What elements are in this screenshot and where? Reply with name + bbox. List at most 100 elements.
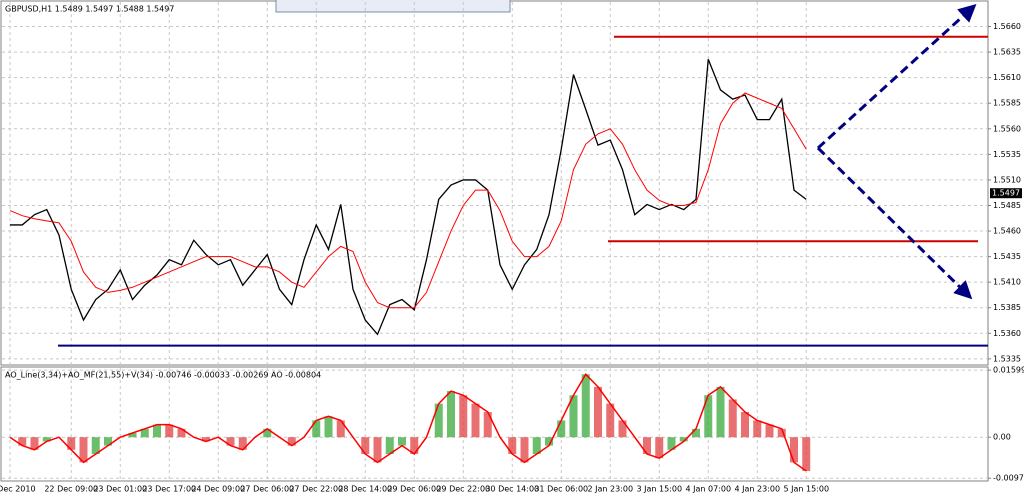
ao-bar bbox=[557, 420, 566, 438]
y-tick-label: 1.5660 bbox=[993, 22, 1021, 31]
ao-bar bbox=[520, 437, 529, 463]
y-tick-label: 1.5560 bbox=[993, 124, 1021, 133]
x-tick-label: 29 Dec 06:00 bbox=[387, 485, 441, 494]
y-tick-label: 1.5435 bbox=[993, 252, 1021, 261]
ao-bar bbox=[459, 395, 468, 438]
toolbar bbox=[275, 0, 511, 13]
y-tick-label: 1.5610 bbox=[993, 73, 1021, 82]
ao-bar bbox=[741, 412, 749, 438]
x-tick-label: 29 Dec 22:00 bbox=[436, 485, 490, 494]
y-tick-label: -0.00978 bbox=[993, 474, 1024, 483]
ao-bar bbox=[434, 403, 443, 438]
ao-bar bbox=[67, 437, 76, 450]
ao-bar bbox=[361, 437, 370, 454]
arrows bbox=[816, 3, 977, 300]
x-tick-label: 22 Dec 09:00 bbox=[44, 485, 98, 494]
ma-line bbox=[9, 92, 807, 309]
y-tick-label: 1.5335 bbox=[993, 354, 1021, 363]
toolbar-frame bbox=[275, 0, 511, 13]
y-tick-label: 1.5535 bbox=[993, 150, 1021, 159]
y-tick-label: 1.5360 bbox=[993, 329, 1021, 338]
indicator-title: AO_Line(3,34)+AO_MF(21,55)+V(34) -0.0074… bbox=[5, 371, 321, 380]
ao-bar bbox=[226, 437, 235, 446]
ao-bar bbox=[692, 428, 700, 438]
ao-bar bbox=[606, 403, 615, 438]
x-tick-label: 30 Dec 14:00 bbox=[485, 485, 539, 494]
ao-line bbox=[9, 373, 807, 472]
indicator-panel bbox=[0, 366, 989, 482]
ao-bar bbox=[336, 420, 345, 438]
x-tick-label: 24 Dec 09:00 bbox=[191, 485, 245, 494]
x-tick-label: 28 Dec 14:00 bbox=[338, 485, 392, 494]
ao-bar bbox=[398, 437, 406, 446]
ao-bar bbox=[177, 428, 186, 438]
grid bbox=[2, 2, 991, 480]
ao-bar bbox=[679, 437, 688, 442]
x-tick-label: 21 Dec 2010 bbox=[0, 485, 36, 494]
ao-bar bbox=[532, 437, 541, 454]
ao-bar bbox=[373, 437, 382, 463]
ao-bar bbox=[91, 437, 100, 454]
ao-bar bbox=[777, 428, 786, 438]
ao-bar bbox=[594, 386, 602, 438]
y-tick-label: 1.5585 bbox=[993, 99, 1021, 108]
chart-title: GBPUSD,H1 1.5489 1.5497 1.5488 1.5497 bbox=[5, 5, 174, 14]
ao-bar bbox=[42, 437, 51, 442]
ao-bar bbox=[753, 420, 762, 438]
ao-bar bbox=[569, 395, 578, 438]
x-tick-label: 3 Jan 15:00 bbox=[636, 485, 682, 494]
x-tick-label: 23 Dec 01:00 bbox=[93, 485, 147, 494]
x-tick-label: 5 Jan 15:00 bbox=[783, 485, 829, 494]
arrow-down bbox=[816, 146, 973, 300]
ao-bar bbox=[140, 428, 149, 438]
ao-bar bbox=[790, 437, 798, 463]
ao-bar bbox=[18, 437, 27, 446]
ao-bar bbox=[30, 437, 39, 450]
y-tick-label: 1.5510 bbox=[993, 175, 1021, 184]
arrow-up bbox=[816, 3, 977, 150]
ao-bar bbox=[728, 399, 737, 438]
y-tick-label: 1.5460 bbox=[993, 227, 1021, 236]
ao-bar bbox=[667, 437, 676, 450]
ao-bar bbox=[312, 420, 321, 438]
y-tick-label: 1.5385 bbox=[993, 303, 1021, 312]
y-tick-label: 1.5410 bbox=[993, 278, 1021, 287]
ao-bar bbox=[79, 437, 88, 463]
ao-bar bbox=[802, 437, 811, 471]
marks bbox=[9, 35, 1022, 472]
y-tick-label: 1.5635 bbox=[993, 48, 1021, 57]
ao-bar bbox=[655, 437, 664, 459]
ao-bar bbox=[165, 424, 174, 438]
y-tick-label: 1.5485 bbox=[993, 201, 1021, 210]
ao-bar bbox=[202, 437, 210, 442]
price-tag-box bbox=[990, 188, 1022, 199]
ao-bar bbox=[765, 424, 774, 438]
x-tick-label: 31 Dec 06:00 bbox=[534, 485, 588, 494]
x-tick-label: 2 Jan 23:00 bbox=[587, 485, 633, 494]
ao-bar bbox=[704, 395, 713, 438]
ao-bar bbox=[447, 391, 455, 438]
x-tick-label: 23 Dec 17:00 bbox=[142, 485, 196, 494]
ao-bar bbox=[508, 437, 517, 454]
ao-bar bbox=[643, 437, 651, 454]
ao-bar bbox=[104, 437, 112, 446]
ao-bar bbox=[385, 437, 394, 454]
x-tick-label: 4 Jan 07:00 bbox=[685, 485, 731, 494]
ao-bar bbox=[263, 428, 272, 438]
x-tick-label: 27 Dec 22:00 bbox=[289, 485, 343, 494]
x-tick-label: 4 Jan 23:00 bbox=[734, 485, 780, 494]
ao-bar bbox=[410, 437, 419, 454]
ao-bar bbox=[716, 386, 725, 438]
ao-bar bbox=[324, 416, 333, 438]
ao-bar bbox=[128, 433, 137, 438]
ao-bar bbox=[238, 437, 247, 450]
ao-bar bbox=[483, 412, 492, 438]
x-tick-label: 27 Dec 06:00 bbox=[240, 485, 294, 494]
ao-bar bbox=[287, 437, 296, 446]
y-tick-label: 0.00 bbox=[993, 433, 1011, 442]
ao-bar bbox=[618, 420, 627, 438]
ao-bar bbox=[153, 424, 161, 438]
y-tick-label: 0.01599 bbox=[993, 366, 1024, 375]
